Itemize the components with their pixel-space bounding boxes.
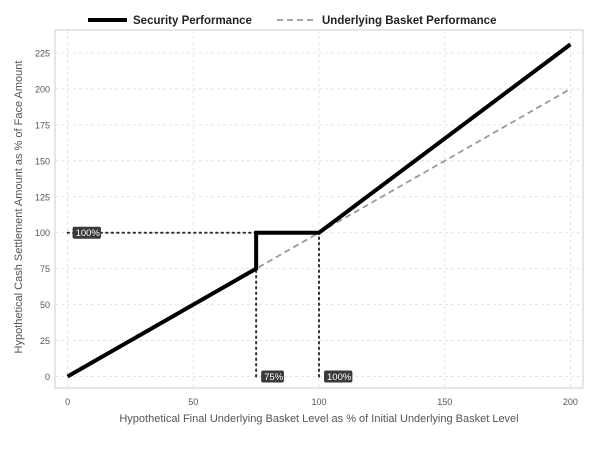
y-tick-label-100: 100 [35, 228, 50, 238]
annotations: 100% 75% 100% [72, 226, 353, 383]
y-tick-label-225: 225 [35, 49, 50, 59]
series-line-underlying-basket-performance [67, 88, 571, 378]
annotation-100pct-y-label: 100% [76, 228, 101, 239]
y-tick-label-175: 175 [35, 120, 50, 130]
y-axis-title: Hypothetical Cash Settlement Amount as %… [13, 61, 25, 354]
reference-lines [66, 231, 320, 378]
y-tick-label-50: 50 [40, 300, 50, 310]
y-tick-label-0: 0 [45, 372, 50, 382]
legend-label-security-performance: Security Performance [133, 15, 252, 27]
legend: Security Performance Underlying Basket P… [88, 15, 496, 27]
series-line-security-performance [66, 42, 572, 379]
data-series [66, 42, 572, 379]
x-tick-label-200: 200 [563, 397, 578, 407]
x-tick-label-0: 0 [65, 397, 70, 407]
annotation-100pct-x: 100% [324, 370, 353, 383]
y-tick-label-125: 125 [35, 192, 50, 202]
annotation-100pct-y-box [72, 226, 101, 239]
axis-ticks: 0 50 100 150 200 0 25 50 75 100 125 150 175 200 225 [35, 49, 578, 407]
annotation-75pct-x-box [261, 370, 284, 383]
legend-label-underlying-basket-performance: Underlying Basket Performance [322, 15, 496, 27]
x-axis-title: Hypothetical Final Underlying Basket Lev… [119, 413, 518, 425]
y-tick-label-75: 75 [40, 264, 50, 274]
annotation-100pct-y: 100% [72, 226, 101, 239]
annotation-100pct-x-label: 100% [327, 372, 352, 383]
x-tick-label-100: 100 [311, 397, 326, 407]
y-tick-label-150: 150 [35, 156, 50, 166]
x-tick-label-150: 150 [437, 397, 452, 407]
y-tick-label-25: 25 [40, 336, 50, 346]
annotation-100pct-x-box [324, 370, 353, 383]
annotation-75pct-x: 75% [261, 370, 284, 383]
annotation-75pct-x-label: 75% [264, 372, 284, 383]
y-tick-label-200: 200 [35, 84, 50, 94]
x-tick-label-50: 50 [188, 397, 198, 407]
plot-area [54, 29, 584, 389]
